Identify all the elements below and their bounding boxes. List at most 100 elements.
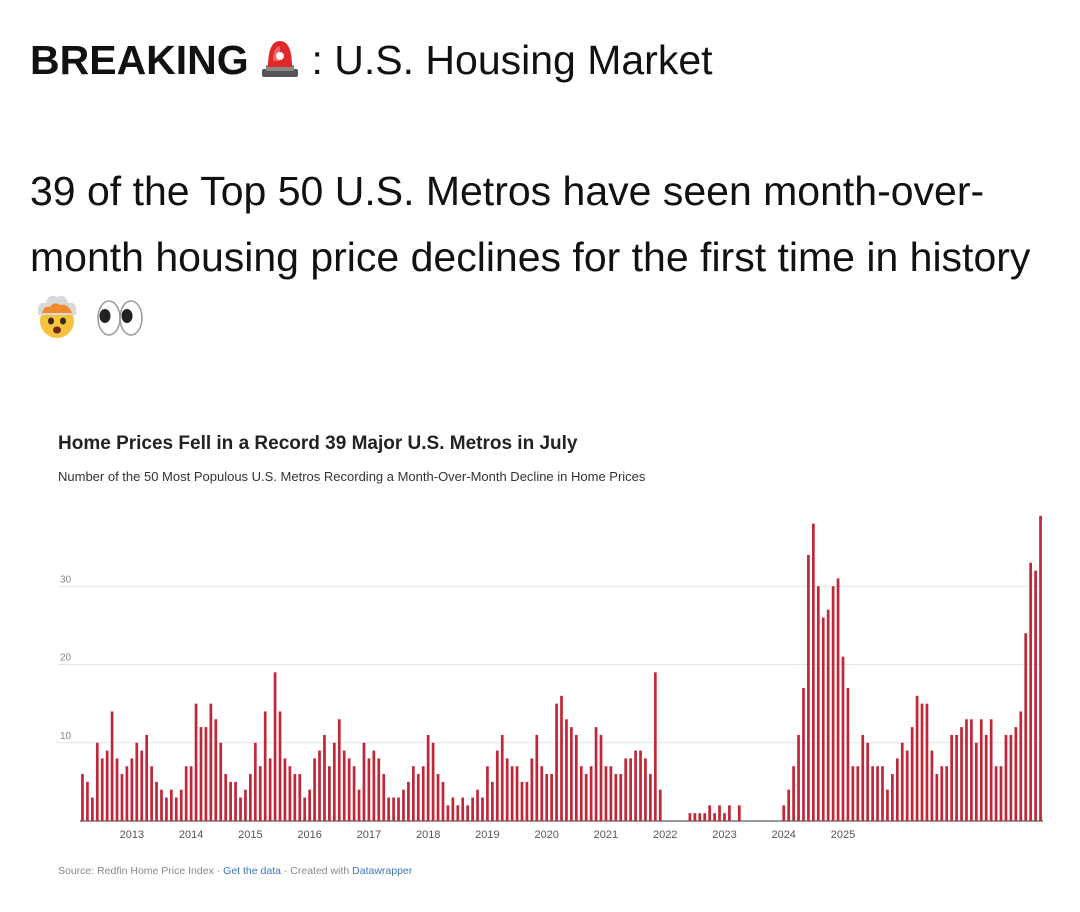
- bar: [352, 766, 356, 821]
- bar: [125, 766, 129, 821]
- bar: [1019, 711, 1023, 821]
- x-tick-label: 2022: [653, 829, 677, 841]
- bar: [357, 789, 361, 821]
- post-body-text: 39 of the Top 50 U.S. Metros have seen m…: [30, 168, 1031, 280]
- eyes-icon: [95, 293, 145, 359]
- bar: [332, 742, 336, 821]
- bar: [955, 734, 958, 821]
- bar: [229, 781, 232, 822]
- headline-breaking: BREAKING: [30, 37, 249, 83]
- bar: [347, 758, 351, 821]
- x-tick-label: 2014: [179, 829, 203, 841]
- bar: [525, 781, 529, 822]
- bar: [145, 734, 149, 821]
- x-tick-label: 2023: [712, 829, 736, 841]
- bar: [530, 758, 534, 821]
- bar: [244, 789, 247, 821]
- bar: [323, 734, 326, 821]
- bar: [392, 797, 395, 821]
- bar: [1009, 734, 1013, 821]
- bar: [520, 781, 524, 822]
- bar: [421, 766, 425, 821]
- bar: [387, 797, 391, 821]
- bar: [298, 774, 302, 821]
- bar: [436, 774, 440, 821]
- bar: [486, 766, 489, 821]
- bar: [372, 750, 376, 821]
- x-tick-label: 2020: [534, 829, 558, 841]
- bar: [984, 734, 988, 821]
- bar: [703, 813, 707, 821]
- bar: [253, 742, 257, 821]
- bar: [940, 766, 944, 821]
- bar: [268, 758, 272, 821]
- bar: [876, 766, 879, 821]
- bar: [960, 727, 963, 821]
- bar: [451, 797, 455, 821]
- bar: [599, 734, 603, 821]
- bar: [728, 805, 731, 821]
- bar: [110, 711, 114, 821]
- bar: [619, 774, 623, 821]
- bar: [1029, 562, 1033, 821]
- bar: [826, 609, 830, 821]
- y-tick-label: 20: [60, 653, 72, 664]
- bar: [150, 766, 153, 821]
- datawrapper-link[interactable]: Datawrapper: [352, 865, 413, 877]
- bar: [367, 758, 371, 821]
- bar: [560, 695, 563, 821]
- bar: [693, 813, 697, 821]
- bar: [160, 789, 163, 821]
- bar: [105, 750, 109, 821]
- bar: [1014, 727, 1018, 821]
- bar: [831, 586, 835, 821]
- bar: [263, 711, 267, 821]
- bar: [278, 711, 282, 821]
- bar: [915, 695, 919, 821]
- bar: [886, 789, 889, 821]
- bar: [965, 719, 968, 821]
- x-tick-label: 2019: [475, 829, 499, 841]
- bar: [851, 766, 855, 821]
- bar: [446, 805, 450, 821]
- x-tick-label: 2024: [771, 829, 795, 841]
- bar: [214, 719, 218, 821]
- bar: [629, 758, 632, 821]
- chart-title: Home Prices Fell in a Record 39 Major U.…: [58, 433, 578, 454]
- bar: [713, 813, 716, 821]
- bar: [935, 774, 939, 821]
- bar: [579, 766, 583, 821]
- x-tick-label: 2025: [831, 829, 855, 841]
- bar: [792, 766, 795, 821]
- bar: [510, 766, 514, 821]
- bar: [515, 766, 519, 821]
- bar: [204, 727, 208, 821]
- bar: [550, 774, 553, 821]
- bar: [382, 774, 386, 821]
- get-the-data-link[interactable]: Get the data: [223, 865, 281, 877]
- bar: [411, 766, 415, 821]
- bar: [970, 719, 973, 821]
- bar: [540, 766, 544, 821]
- bar: [337, 719, 341, 821]
- bar: [634, 750, 637, 821]
- bar: [797, 734, 800, 821]
- bar: [165, 797, 168, 821]
- bar: [174, 797, 178, 821]
- bar: [861, 734, 865, 821]
- post-headline: BREAKING : U.S. Housing Market: [30, 34, 713, 91]
- bar: [273, 672, 277, 821]
- bar: [782, 805, 786, 821]
- bar: [441, 781, 445, 822]
- y-tick-label: 30: [60, 574, 72, 585]
- bar: [431, 742, 435, 821]
- bar: [816, 586, 820, 821]
- bar: [402, 789, 405, 821]
- bar: [170, 789, 173, 821]
- bar: [688, 813, 692, 821]
- bar: [461, 797, 465, 821]
- bar: [950, 734, 953, 821]
- bar: [115, 758, 119, 821]
- bar: [456, 805, 460, 821]
- bar: [718, 805, 721, 821]
